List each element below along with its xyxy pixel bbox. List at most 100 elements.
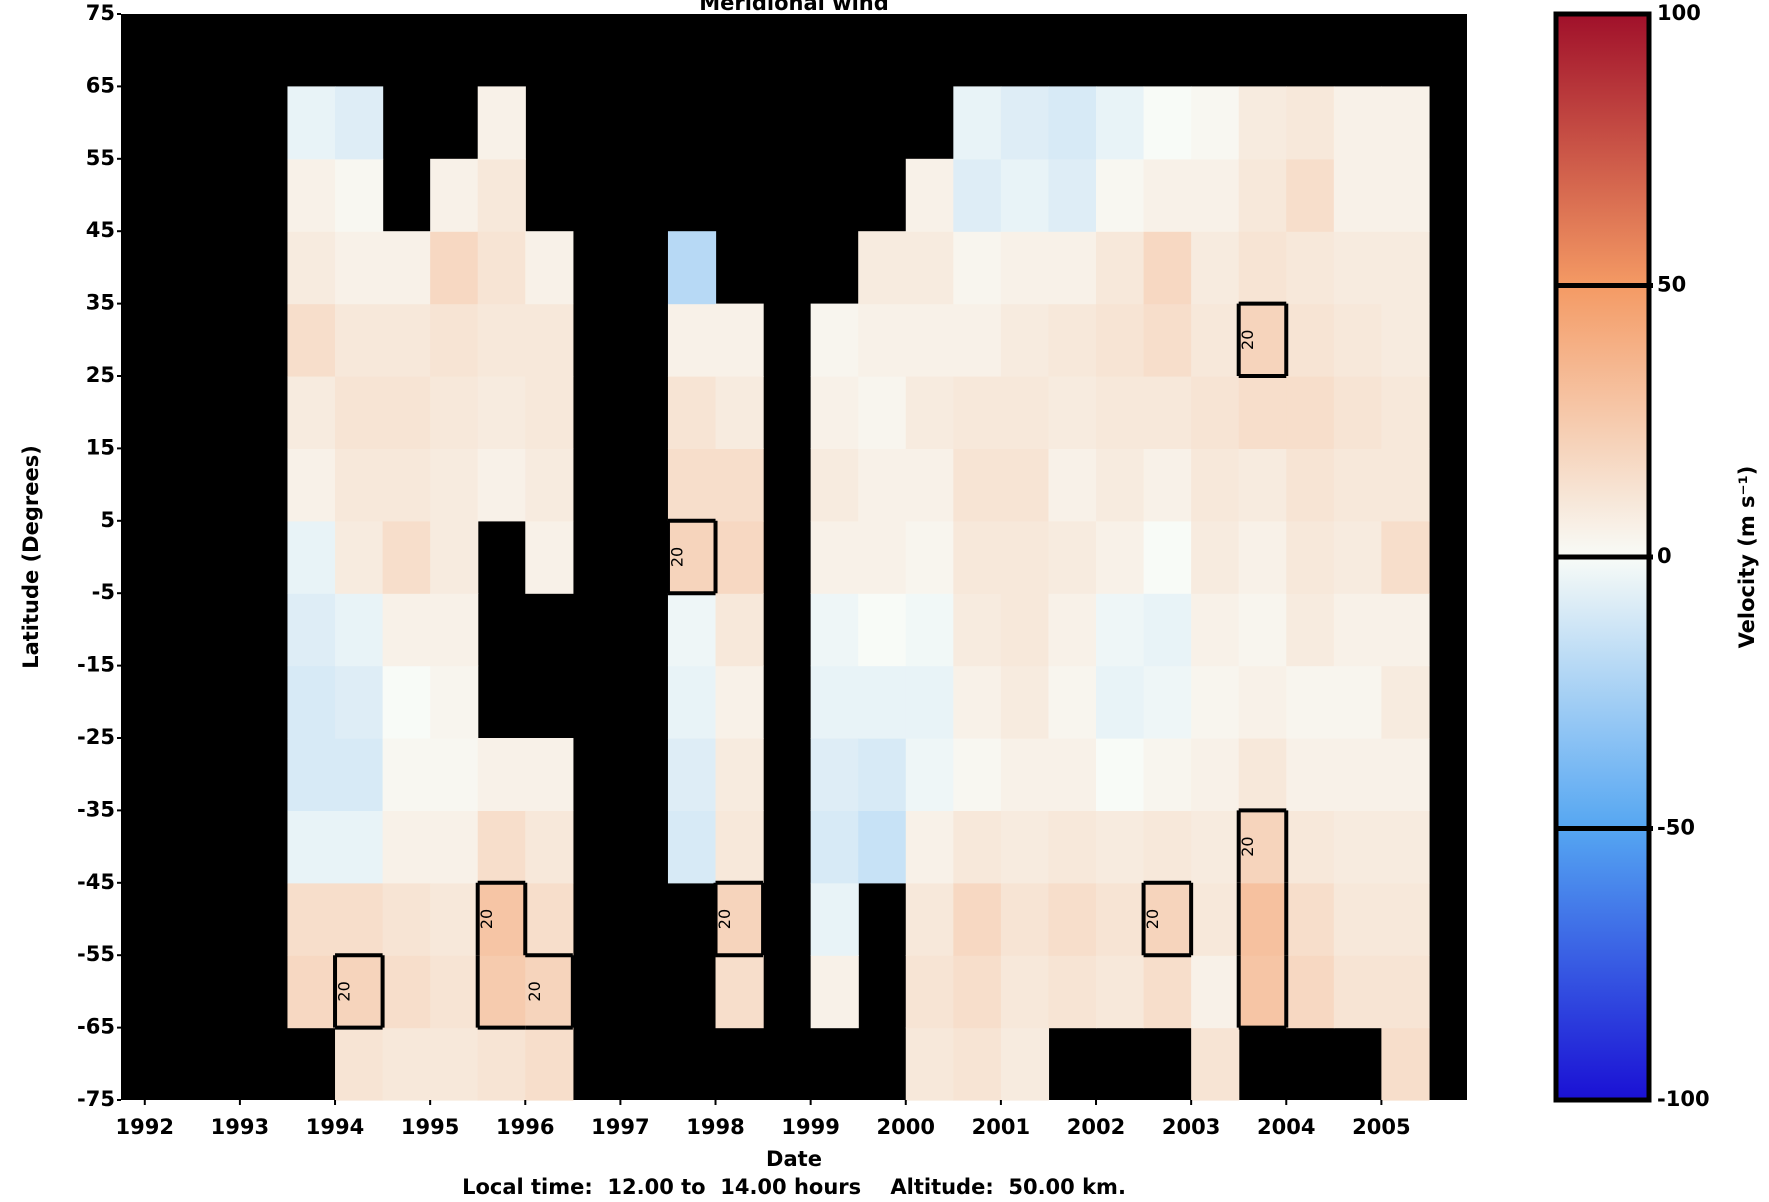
heatmap-cell: [1286, 520, 1335, 594]
heatmap-cell: [525, 955, 574, 1029]
heatmap-cell: [1048, 520, 1097, 594]
heatmap-cell: [1381, 810, 1430, 884]
heatmap-cell: [287, 665, 336, 739]
x-tick-label: 2005: [1352, 1115, 1410, 1139]
x-tick-label: 2001: [972, 1115, 1030, 1139]
heatmap-cell: [715, 738, 764, 811]
y-tick-label: 65: [86, 73, 115, 97]
heatmap-cell: [858, 303, 907, 377]
heatmap-cell: [430, 1027, 479, 1101]
heatmap-cell: [1143, 955, 1192, 1029]
heatmap-cell: [715, 810, 764, 884]
heatmap-cell: [382, 593, 431, 667]
heatmap-cell: [1333, 593, 1382, 667]
heatmap-cell: [1238, 738, 1287, 811]
heatmap-cell: [810, 448, 859, 522]
y-tick-label: 55: [86, 146, 115, 170]
footer: Local time: 12.00 to 14.00 hours Altitud…: [462, 1175, 1126, 1199]
heatmap-cell: [1333, 303, 1382, 377]
heatmap-cell: [953, 520, 1002, 594]
heatmap-cell: [335, 593, 384, 667]
heatmap-cell: [1191, 303, 1240, 377]
x-tick-label: 1997: [591, 1115, 649, 1139]
heatmap-cell: [905, 376, 954, 449]
heatmap-cell: [1191, 376, 1240, 449]
heatmap-cell: [1381, 158, 1430, 232]
heatmap-cell: [1143, 738, 1192, 811]
heatmap-cell: [430, 376, 479, 449]
heatmap-cell: [1096, 882, 1145, 956]
heatmap-cell: [525, 882, 574, 956]
heatmap-cell: [715, 955, 764, 1029]
heatmap-cell: [1096, 520, 1145, 594]
heatmap-cell: [335, 665, 384, 739]
heatmap-cell: [525, 738, 574, 811]
colorbar-tick-label: 0: [1657, 544, 1672, 568]
heatmap-cell: [1286, 158, 1335, 232]
heatmap-cell: [1000, 665, 1050, 739]
heatmap-cell: [382, 376, 431, 449]
heatmap-cell: [1381, 955, 1430, 1029]
heatmap-cell: [858, 593, 907, 667]
heatmap-cell: [477, 376, 526, 449]
colorbar-tick-label: 100: [1657, 1, 1701, 25]
heatmap-cell: [1286, 376, 1335, 449]
heatmap-cell: [1238, 303, 1287, 377]
heatmap-cell: [335, 86, 384, 160]
y-tick-label: -25: [77, 725, 115, 749]
heatmap-cell: [1238, 955, 1287, 1029]
heatmap-cell: [1286, 810, 1335, 884]
heatmap-cell: [382, 231, 431, 305]
heatmap-cell: [810, 882, 859, 956]
heatmap-cell: [1333, 448, 1382, 522]
heatmap-cell: [953, 448, 1002, 522]
heatmap-cell: [1191, 231, 1240, 305]
heatmap-cell: [525, 376, 574, 449]
y-tick-label: -45: [77, 870, 115, 894]
y-tick-label: -65: [77, 1015, 115, 1039]
heatmap-cell: [287, 810, 336, 884]
heatmap-cell: [858, 520, 907, 594]
heatmap-cell: [382, 520, 431, 594]
heatmap-cell: [667, 231, 717, 305]
y-axis-label: Latitude (Degrees): [19, 445, 43, 669]
heatmap-cell: [1096, 665, 1145, 739]
heatmap-cell: [1238, 86, 1287, 160]
heatmap-cell: [715, 665, 764, 739]
heatmap-cell: [430, 593, 479, 667]
heatmap-cell: [287, 955, 336, 1029]
heatmap-cell: [1096, 231, 1145, 305]
heatmap-cell: [1143, 86, 1192, 160]
heatmap-cell: [477, 86, 526, 160]
x-tick-label: 2000: [877, 1115, 935, 1139]
colorbar-tick-label: 50: [1657, 273, 1686, 297]
heatmap-cell: [667, 593, 717, 667]
heatmap-cell: [1238, 231, 1287, 305]
heatmap-cell: [1048, 665, 1097, 739]
heatmap-cell: [1096, 158, 1145, 232]
heatmap-cell: [1381, 593, 1430, 667]
heatmap-cell: [477, 1027, 526, 1101]
heatmap-cell: [1096, 303, 1145, 377]
heatmap-cell: [810, 665, 859, 739]
x-tick-label: 1998: [686, 1115, 744, 1139]
heatmap-cell: [667, 665, 717, 739]
heatmap-cell: [810, 738, 859, 811]
heatmap-cell: [382, 448, 431, 522]
heatmap-cell: [905, 158, 954, 232]
heatmap-cell: [1286, 738, 1335, 811]
heatmap-cell: [1238, 448, 1287, 522]
y-tick-label: -5: [92, 580, 115, 604]
heatmap-cell: [1381, 448, 1430, 522]
heatmap-cell: [1000, 882, 1050, 956]
heatmap-cell: [858, 738, 907, 811]
heatmap-cell: [287, 448, 336, 522]
contour-label: 20: [1143, 909, 1162, 929]
heatmap-cell: [1000, 738, 1050, 811]
heatmap-cell: [525, 810, 574, 884]
heatmap-cell: [382, 738, 431, 811]
heatmap-cell: [1381, 86, 1430, 160]
heatmap-cell: [1191, 738, 1240, 811]
heatmap-cell: [1000, 593, 1050, 667]
